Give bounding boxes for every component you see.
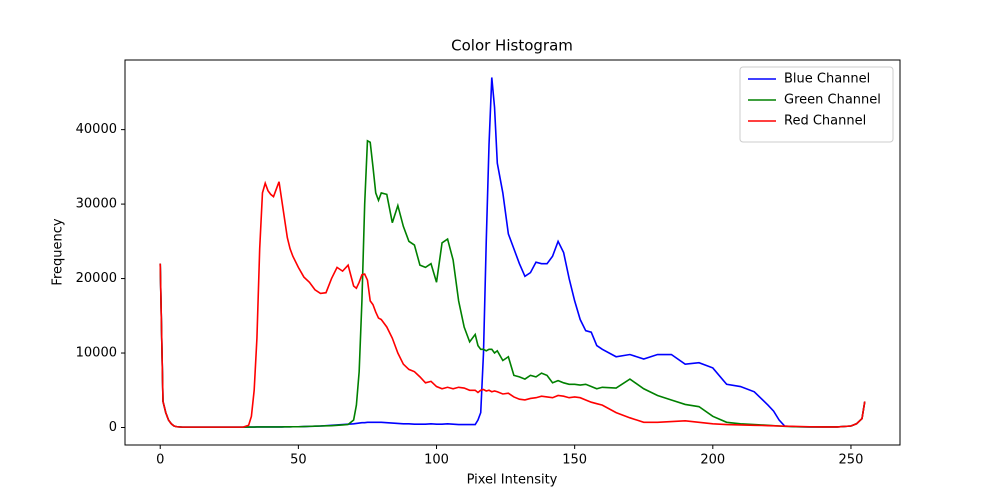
legend-label: Red Channel <box>784 114 866 129</box>
x-tick-label: 0 <box>156 453 164 468</box>
x-tick-label: 50 <box>290 453 307 468</box>
chart-title: Color Histogram <box>451 37 573 55</box>
plot-frame <box>124 59 901 446</box>
y-axis-label: Frequency <box>51 218 66 285</box>
y-tick-label: 30000 <box>76 197 117 212</box>
legend-label: Green Channel <box>784 93 881 108</box>
series-line <box>159 180 866 428</box>
series-line <box>159 139 866 428</box>
legend-label: Blue Channel <box>784 72 870 87</box>
x-tick-label: 250 <box>839 453 864 468</box>
x-axis-label: Pixel Intensity <box>467 473 558 488</box>
y-tick-label: 0 <box>109 420 117 435</box>
legend-box <box>739 66 894 143</box>
y-tick-label: 10000 <box>76 346 117 361</box>
x-tick-label: 100 <box>424 453 449 468</box>
y-tick-label: 40000 <box>76 122 117 137</box>
x-tick-label: 200 <box>700 453 725 468</box>
x-tick-label: 150 <box>562 453 587 468</box>
y-tick-label: 20000 <box>76 271 117 286</box>
